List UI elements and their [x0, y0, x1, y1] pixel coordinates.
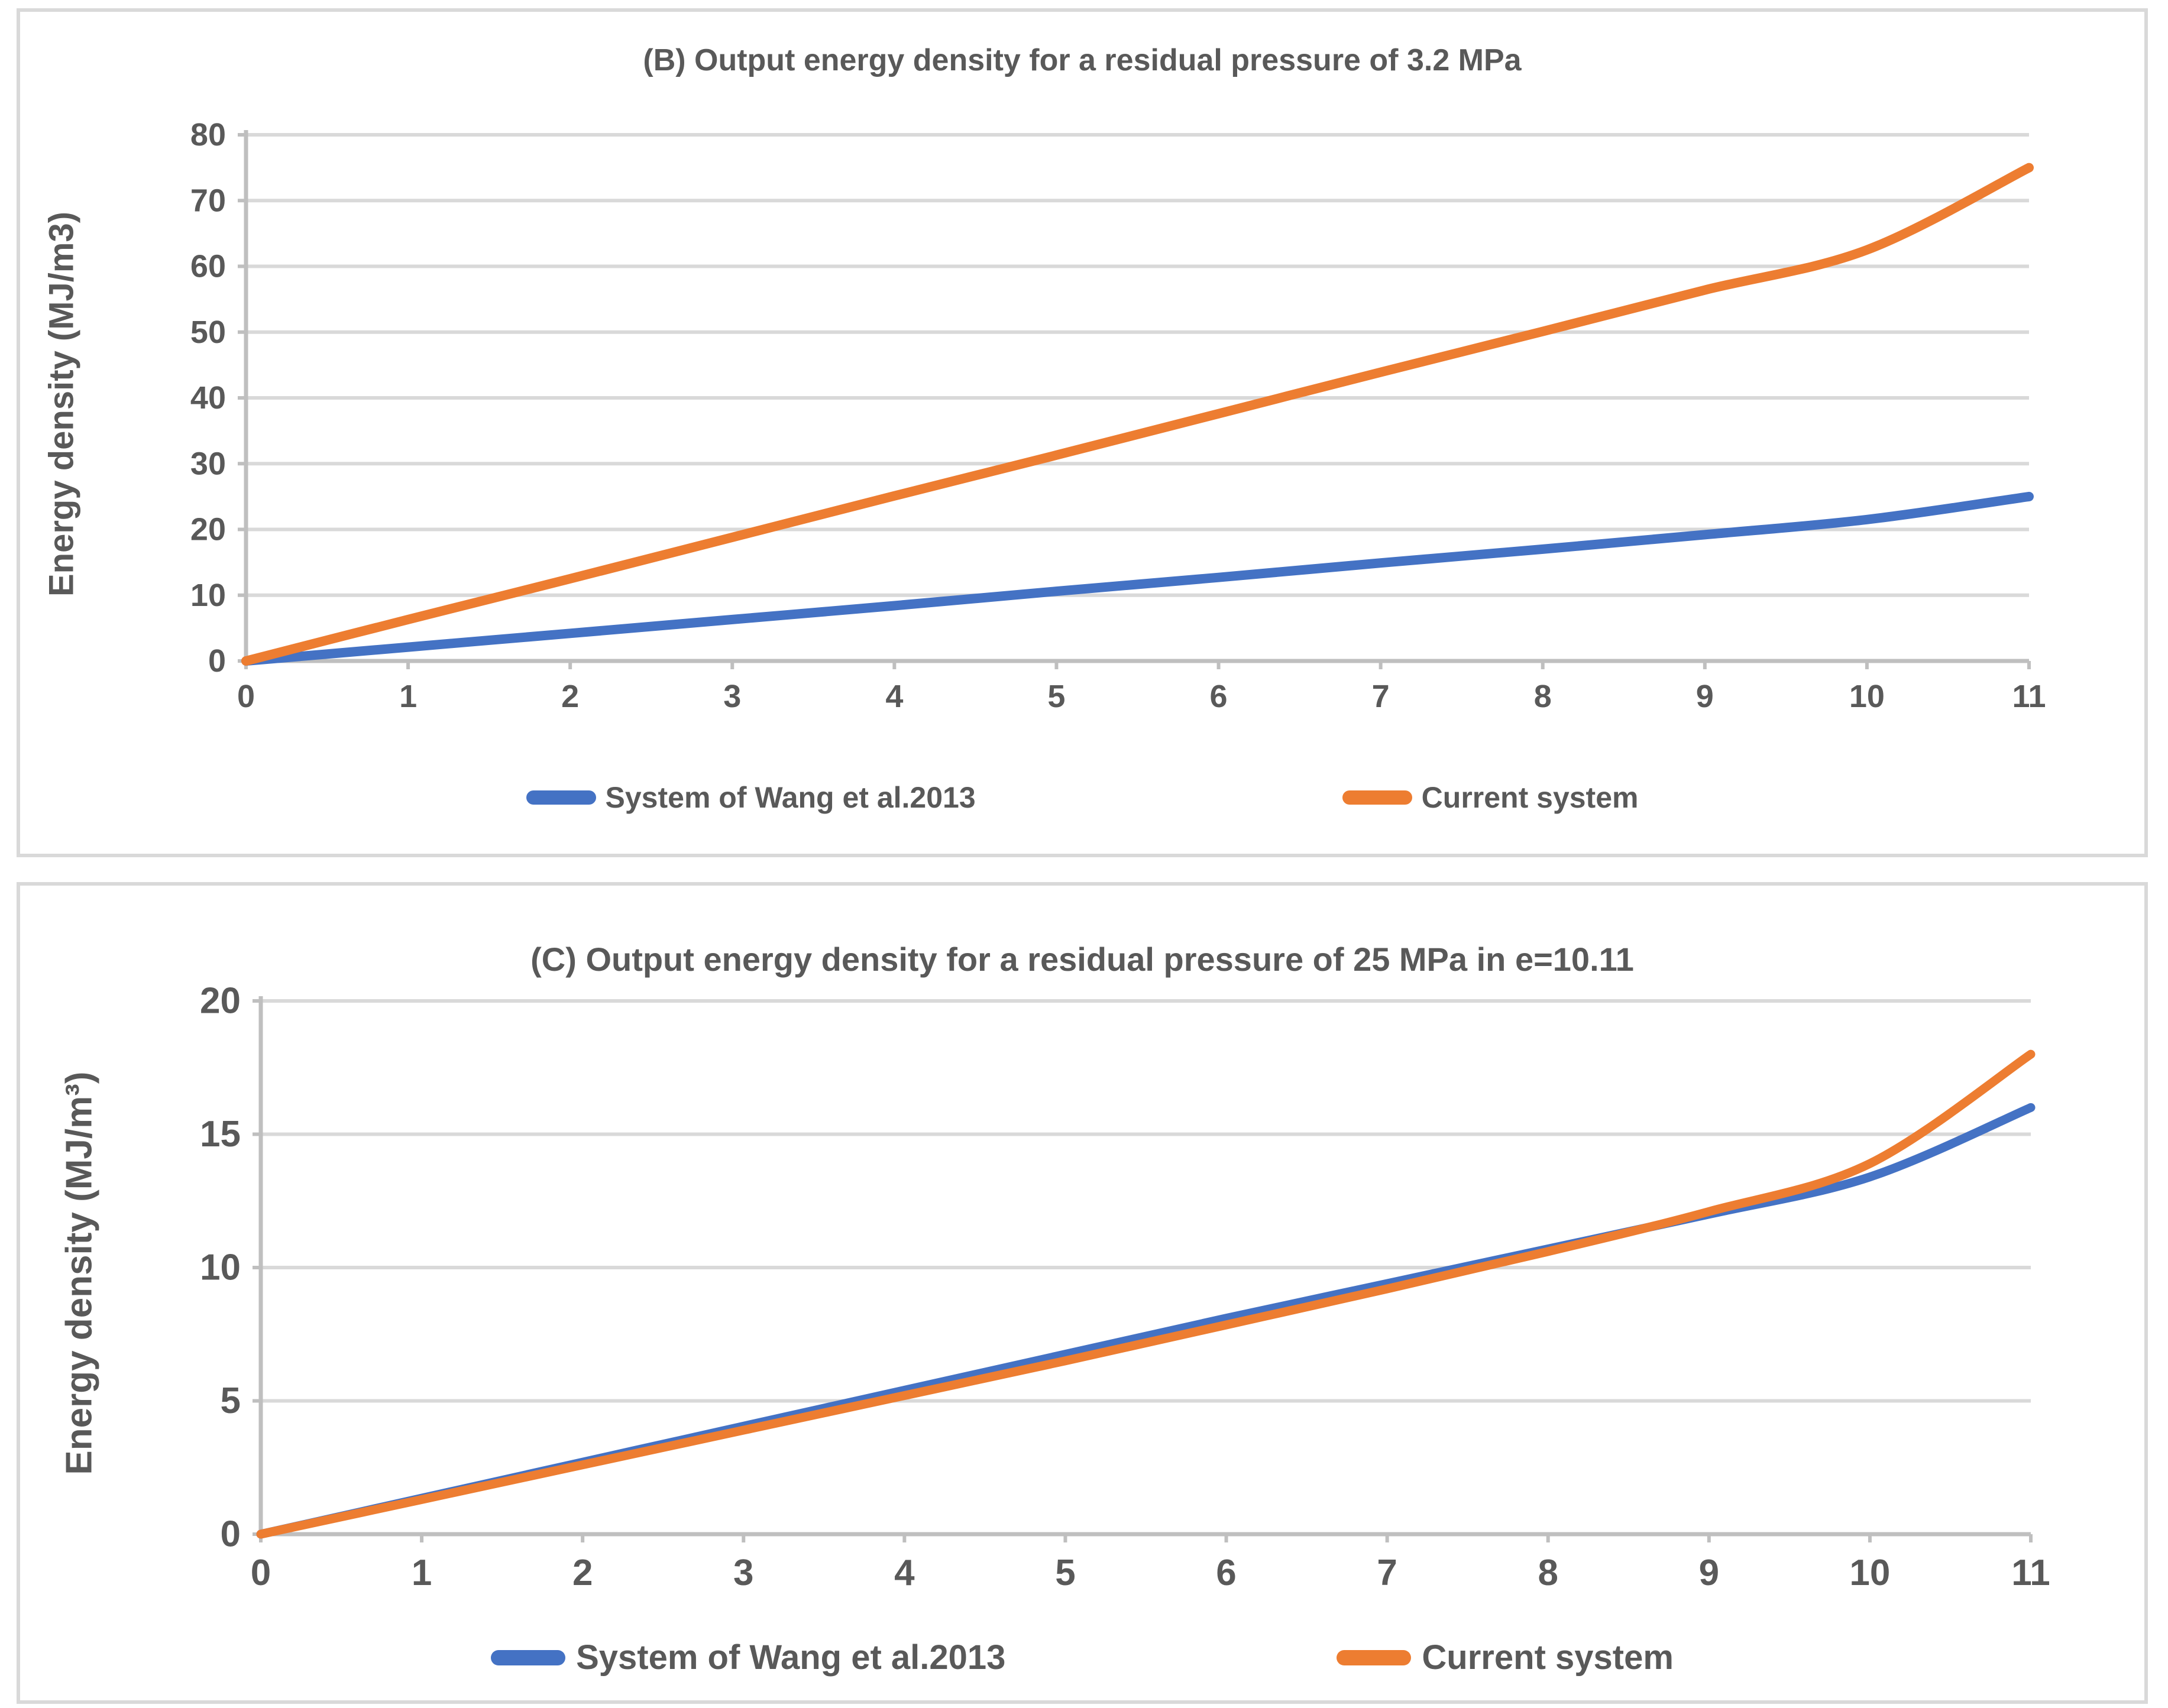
chart-b-legend: System of Wang et al.2013 Current system: [20, 780, 2144, 815]
x-tick-label: 1: [399, 679, 417, 714]
x-tick-label: 1: [412, 1553, 432, 1593]
legend-item-wang: System of Wang et al.2013: [491, 1638, 1005, 1677]
x-tick-label: 5: [1047, 679, 1065, 714]
x-tick-label: 0: [251, 1553, 271, 1593]
legend-label-wang: System of Wang et al.2013: [605, 781, 976, 814]
legend-item-wang: System of Wang et al.2013: [526, 780, 976, 815]
legend-item-current: Current system: [1342, 780, 1639, 815]
chart-b-title: (B) Output energy density for a residual…: [643, 43, 1522, 77]
x-tick-label: 6: [1216, 1553, 1236, 1593]
y-tick-label: 0: [208, 643, 226, 679]
x-tick-label: 4: [885, 679, 903, 714]
x-tick-label: 0: [237, 679, 255, 714]
chart-panel-b: (B) Output energy density for a residual…: [17, 8, 2148, 857]
y-tick-label: 10: [190, 578, 226, 613]
chart-panel-c: (C) Output energy density for a residual…: [17, 882, 2148, 1704]
chart-c-plot: 0 5 10 15 20 0 1 2 3 4 5 6 7 8 9 10 11: [200, 981, 2050, 1594]
y-tick-label: 30: [190, 446, 226, 481]
y-tick-label: 20: [200, 981, 241, 1022]
y-tick-label: 80: [190, 117, 226, 153]
x-tick-label: 9: [1696, 679, 1714, 714]
x-tick-label: 10: [1849, 679, 1885, 714]
x-tick-label: 5: [1055, 1553, 1075, 1593]
series-line-current: [241, 163, 2034, 666]
x-tick-label: 8: [1534, 679, 1552, 714]
x-tick-label: 7: [1372, 679, 1390, 714]
legend-item-current: Current system: [1337, 1638, 1674, 1677]
y-tick-label: 20: [190, 512, 226, 547]
x-tick-label: 8: [1538, 1553, 1558, 1593]
wang-line-marker-icon: [526, 790, 596, 805]
chart-b-plot: 0 10 20 30 40 50 60 70 80 0 1 2 3 4 5 6 7 8 9 10 11: [190, 117, 2046, 714]
y-tick-label: 0: [221, 1514, 241, 1555]
x-tick-label: 3: [733, 1553, 753, 1593]
y-tick-label: 50: [190, 315, 226, 350]
x-tick-label: 3: [723, 679, 741, 714]
y-tick-label: 70: [190, 183, 226, 218]
x-tick-label: 11: [2012, 679, 2046, 714]
chart-c-title: (C) Output energy density for a residual…: [530, 941, 1634, 978]
legend-label-wang: System of Wang et al.2013: [576, 1638, 1006, 1677]
legend-label-current: Current system: [1421, 781, 1639, 814]
x-tick-label: 9: [1699, 1553, 1719, 1593]
current-line-marker-icon: [1337, 1649, 1412, 1665]
y-tick-label: 60: [190, 249, 226, 284]
x-tick-label: 4: [894, 1553, 915, 1593]
x-tick-label: 2: [561, 679, 579, 714]
x-tick-label: 10: [1849, 1553, 1890, 1593]
y-tick-label: 10: [200, 1247, 241, 1288]
x-tick-label: 2: [572, 1553, 593, 1593]
y-tick-label: 40: [190, 380, 226, 416]
x-tick-label: 7: [1377, 1553, 1397, 1593]
x-tick-label: 6: [1210, 679, 1228, 714]
legend-label-current: Current system: [1422, 1638, 1674, 1677]
x-tick-label: 11: [2011, 1553, 2050, 1593]
wang-line-marker-icon: [491, 1649, 566, 1665]
series-line-current: [256, 1049, 2036, 1539]
current-line-marker-icon: [1342, 790, 1412, 805]
series-line-wang: [241, 491, 2034, 666]
y-tick-label: 15: [200, 1114, 241, 1155]
chart-c-legend: System of Wang et al.2013 Current system: [20, 1638, 2144, 1677]
series-line-wang: [256, 1103, 2036, 1539]
y-tick-label: 5: [221, 1380, 241, 1421]
